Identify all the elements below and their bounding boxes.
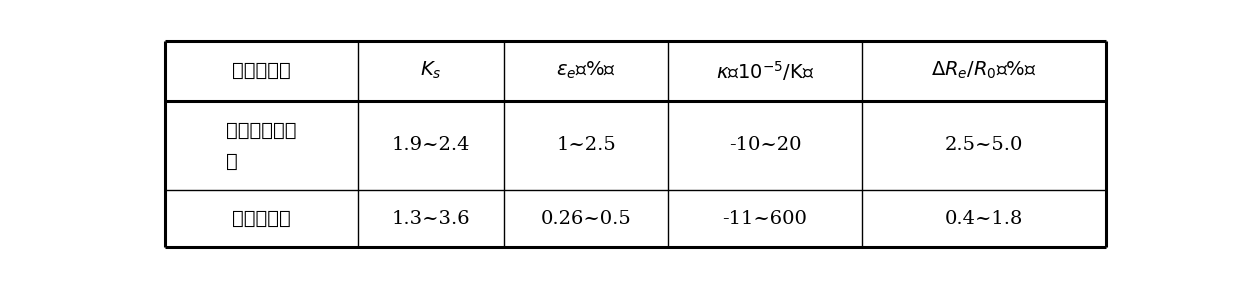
Text: -10~20: -10~20: [729, 137, 801, 154]
Text: -11~600: -11~600: [723, 210, 807, 228]
Text: 0.26~0.5: 0.26~0.5: [541, 210, 631, 228]
Text: 0.4~1.8: 0.4~1.8: [945, 210, 1023, 228]
Text: $\Delta R_e/R_0$（%）: $\Delta R_e/R_0$（%）: [931, 60, 1037, 81]
Text: 金属玻璃微米
箔: 金属玻璃微米 箔: [226, 121, 296, 170]
Text: 应变传感器: 应变传感器: [232, 61, 290, 80]
Text: $K_s$: $K_s$: [420, 60, 441, 81]
Text: $\varepsilon_e$（%）: $\varepsilon_e$（%）: [556, 60, 616, 81]
Text: $\kappa$（$10^{-5}$/K）: $\kappa$（$10^{-5}$/K）: [715, 59, 815, 83]
Text: 1~2.5: 1~2.5: [557, 137, 616, 154]
Text: 商业化箔式: 商业化箔式: [232, 209, 290, 228]
Text: 1.3~3.6: 1.3~3.6: [392, 210, 470, 228]
Text: 2.5~5.0: 2.5~5.0: [945, 137, 1023, 154]
Text: 1.9~2.4: 1.9~2.4: [392, 137, 470, 154]
